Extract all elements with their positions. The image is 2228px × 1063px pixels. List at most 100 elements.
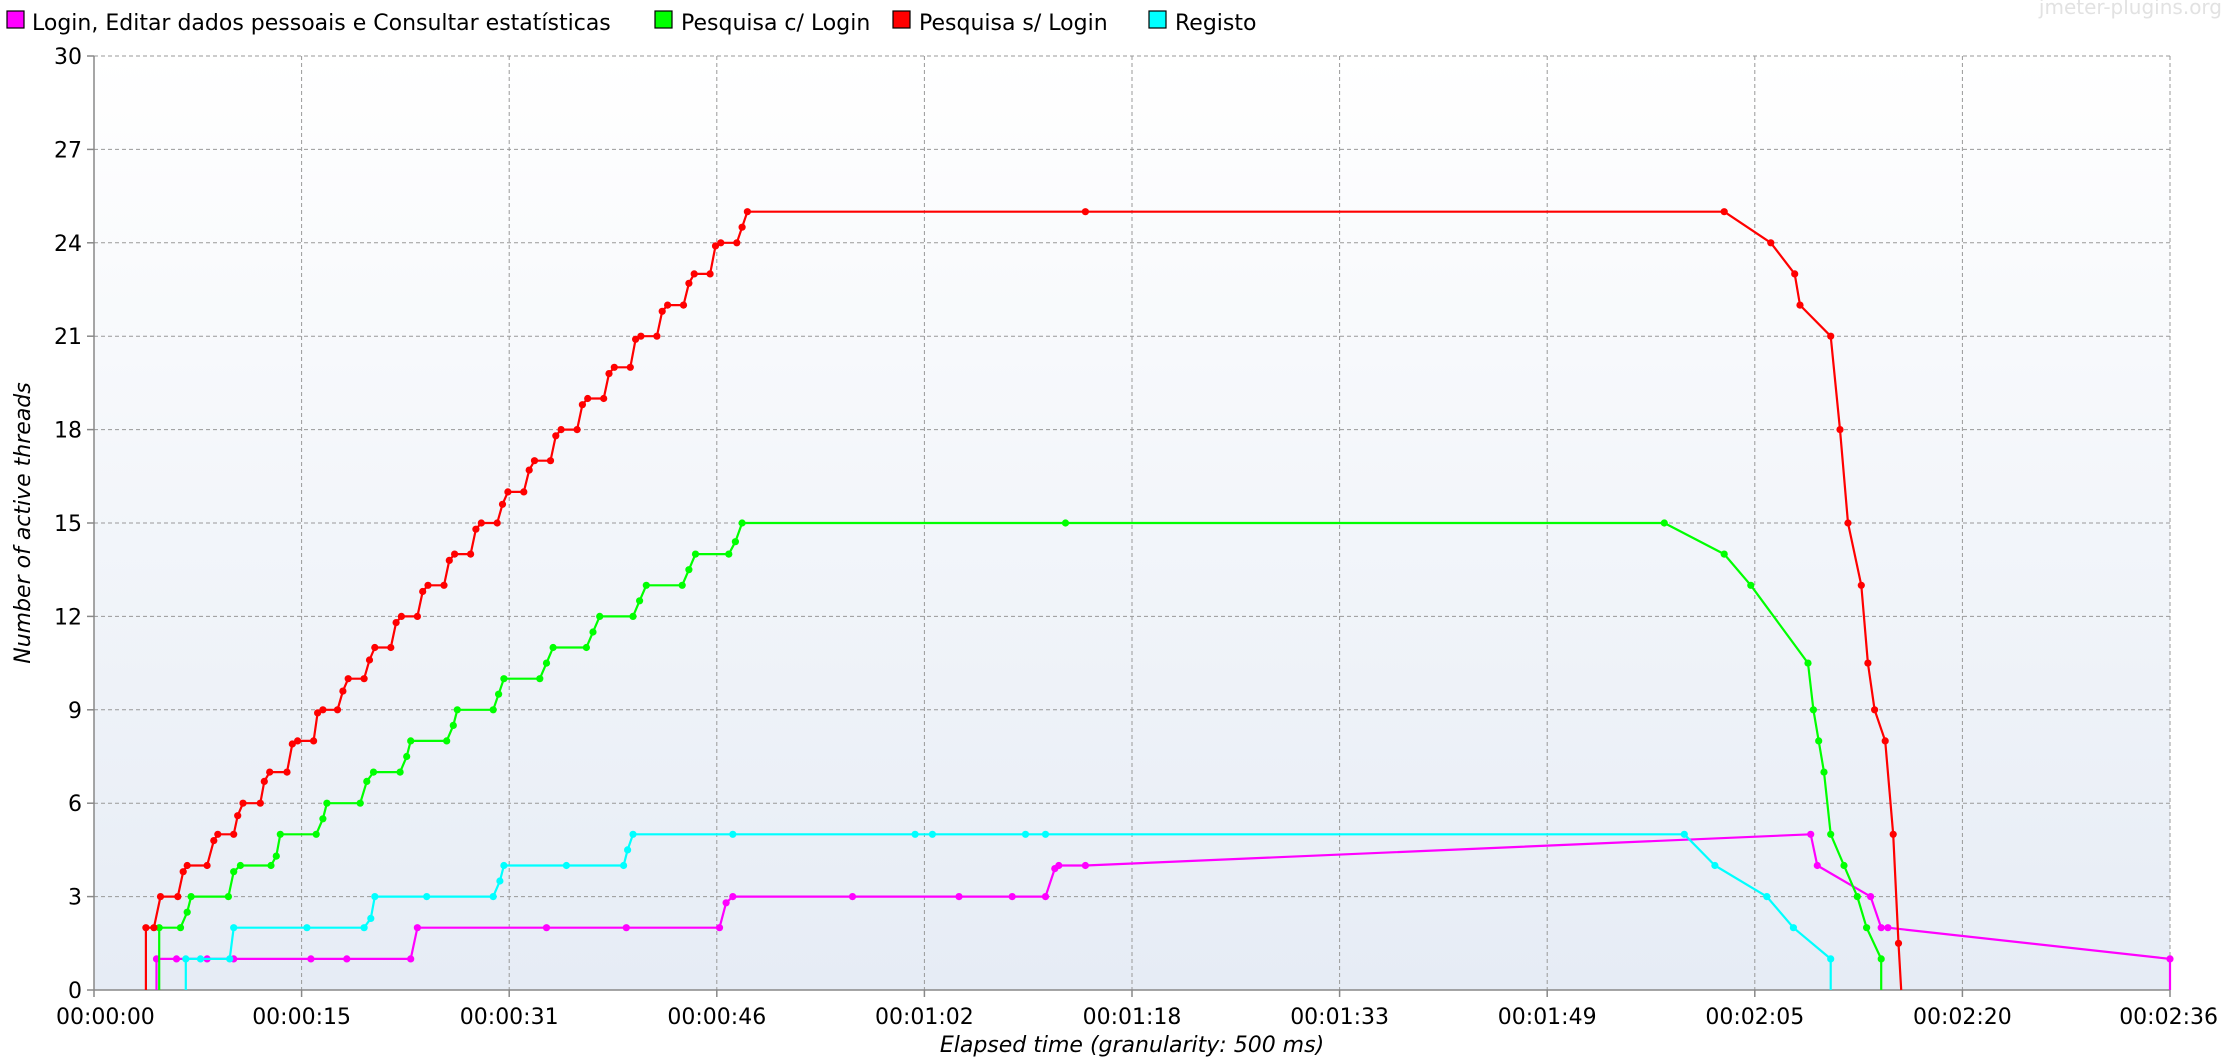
data-point <box>1820 768 1828 776</box>
data-point <box>396 768 404 776</box>
legend-item-registo: Registo <box>1148 10 1256 36</box>
data-point <box>622 924 630 932</box>
data-point <box>477 519 485 527</box>
data-point <box>1804 659 1812 667</box>
data-point <box>156 893 165 901</box>
data-point <box>1815 737 1823 745</box>
data-point <box>260 777 268 786</box>
data-point <box>1791 270 1799 278</box>
data-point <box>1863 924 1871 932</box>
data-point <box>226 955 234 963</box>
data-point <box>542 924 551 932</box>
data-point <box>453 706 461 714</box>
data-point <box>451 550 459 558</box>
data-point <box>230 830 238 838</box>
data-point <box>557 426 565 434</box>
data-point <box>1877 955 1885 963</box>
watermark: jmeter-plugins.org <box>2038 0 2222 19</box>
data-point <box>729 830 737 838</box>
data-point <box>1813 861 1821 870</box>
data-point <box>371 893 379 901</box>
data-point <box>1055 861 1063 870</box>
data-point <box>1894 939 1903 947</box>
data-point <box>360 924 368 932</box>
data-point <box>731 538 740 546</box>
data-point <box>403 752 411 761</box>
data-point <box>392 619 400 627</box>
data-point <box>1836 426 1844 434</box>
data-point <box>407 955 415 963</box>
data-point <box>690 270 698 278</box>
data-point <box>546 457 555 465</box>
data-point <box>356 799 364 807</box>
legend-item-login: Login, Editar dados pessoais e Consultar… <box>6 10 611 36</box>
data-point <box>1877 924 1885 932</box>
data-point <box>500 861 508 870</box>
data-point <box>738 519 746 527</box>
legend-label-login: Login, Editar dados pessoais e Consultar… <box>32 11 611 36</box>
data-point <box>706 270 714 278</box>
legend-swatch-registo <box>1148 10 1167 29</box>
data-point <box>1061 519 1070 527</box>
data-point <box>210 837 218 845</box>
data-point <box>1081 861 1089 870</box>
data-point <box>419 587 427 596</box>
data-point <box>664 301 672 309</box>
y-tick-label: 0 <box>68 979 82 1004</box>
data-point <box>624 846 632 854</box>
data-point <box>685 279 693 287</box>
data-point <box>239 799 247 807</box>
data-point <box>266 768 274 776</box>
data-point <box>276 830 284 838</box>
data-point <box>637 332 645 340</box>
y-tick-label: 27 <box>54 138 82 163</box>
y-axis-title: Number of active threads <box>11 382 36 664</box>
series-line <box>155 833 2172 990</box>
data-point <box>1720 550 1728 558</box>
data-point <box>407 737 415 745</box>
data-point <box>733 239 741 247</box>
data-point <box>314 709 322 717</box>
x-tick-label: 00:01:02 <box>875 1005 974 1030</box>
data-point <box>323 799 331 807</box>
legend-label-pesquisa-com-login: Pesquisa c/ Login <box>681 11 870 36</box>
data-point <box>440 581 448 589</box>
series-0 <box>152 830 2174 990</box>
data-point <box>1889 830 1897 838</box>
data-point <box>1747 581 1755 589</box>
data-point <box>489 893 497 901</box>
x-tick-label: 00:00:46 <box>667 1005 766 1030</box>
x-tick-label: 00:02:20 <box>1913 1005 2012 1030</box>
x-tick-label: 00:00:15 <box>252 1005 351 1030</box>
y-tick-label: 30 <box>54 45 82 70</box>
data-point <box>183 861 191 870</box>
series-3 <box>182 830 1835 990</box>
data-point <box>1864 659 1872 667</box>
x-tick-label: 00:01:33 <box>1290 1005 1389 1030</box>
data-point <box>272 852 280 860</box>
data-point <box>717 239 725 247</box>
data-point <box>596 612 604 621</box>
data-point <box>653 332 661 340</box>
data-point <box>413 924 421 932</box>
data-point <box>155 924 163 932</box>
data-point <box>1827 955 1835 963</box>
data-point <box>150 924 158 932</box>
series-line <box>184 833 1832 990</box>
data-point <box>172 955 181 963</box>
data-point <box>1867 893 1875 901</box>
legend: Login, Editar dados pessoais e Consultar… <box>6 10 1256 36</box>
data-point <box>256 799 264 807</box>
data-point <box>142 924 150 932</box>
data-point <box>549 643 557 652</box>
data-point <box>530 457 539 465</box>
data-point <box>520 488 528 496</box>
x-tick-label: 00:01:49 <box>1498 1005 1597 1030</box>
x-tick-label: 00:02:36 <box>2119 1005 2218 1030</box>
series-layer <box>142 208 2174 991</box>
legend-swatch-login <box>6 10 25 29</box>
data-point <box>620 861 628 870</box>
data-point <box>1680 830 1688 838</box>
data-point <box>642 581 650 589</box>
